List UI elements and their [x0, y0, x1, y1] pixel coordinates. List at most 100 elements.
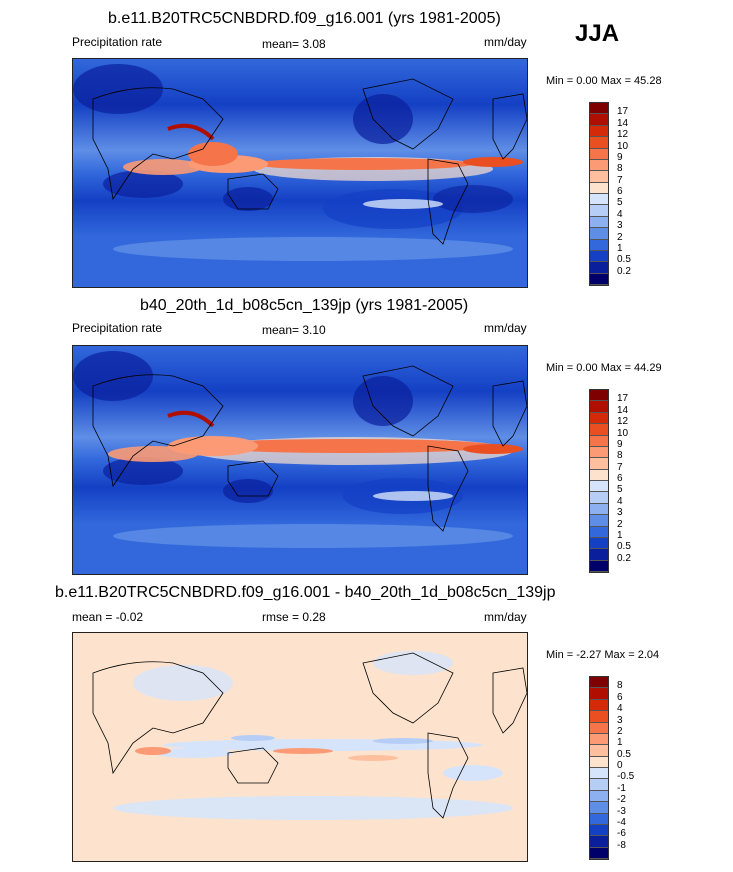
- colorbar-tick-label: -1: [617, 782, 626, 794]
- colorbar-tick-label: 9: [617, 438, 623, 450]
- colorbar-segment: [590, 745, 608, 757]
- colorbar-tick-label: 7: [617, 461, 623, 473]
- colorbar-tick-label: 0.5: [617, 748, 631, 760]
- colorbar-tick-label: 0.5: [617, 254, 631, 266]
- panel-3-rmse-label: rmse = 0.28: [262, 610, 326, 624]
- colorbar-tick-label: 1: [617, 529, 623, 541]
- panel-3-map: [72, 632, 528, 862]
- colorbar-tick-label: 2: [617, 231, 623, 243]
- panel-2-units-label: mm/day: [484, 321, 527, 335]
- colorbar-tick-label: 3: [617, 507, 623, 519]
- panel-1-mean-label: mean= 3.08: [262, 37, 326, 51]
- colorbar-segment: [590, 239, 608, 251]
- colorbar-segment: [590, 159, 608, 172]
- panel-1-units-label: mm/day: [484, 35, 527, 49]
- colorbar-segment: [590, 458, 608, 470]
- colorbar-tick-label: 12: [617, 416, 629, 428]
- colorbar-tick-label: 1: [617, 242, 623, 254]
- panel-2-minmax: Min = 0.00 Max = 44.29: [546, 362, 662, 374]
- colorbar-tick-label: 5: [617, 484, 623, 496]
- colorbar-segment: [590, 790, 608, 803]
- colorbar-tick-label: 9: [617, 151, 623, 163]
- colorbar-segment: [590, 481, 608, 493]
- colorbar-segment: [590, 503, 608, 516]
- colorbar-tick-label: -4: [617, 816, 626, 828]
- colorbar-segment: [590, 733, 608, 746]
- panel-1-colorbar: [589, 102, 609, 286]
- colorbar-segment: [590, 103, 608, 115]
- colorbar-tick-label: 2: [617, 725, 623, 737]
- colorbar-tick-label: 14: [617, 404, 629, 416]
- panel-2-map-graphic: [73, 346, 527, 574]
- colorbar-tick-label: -6: [617, 828, 626, 840]
- panel-3-mean-label: mean = -0.02: [72, 610, 144, 624]
- colorbar-tick-label: 7: [617, 174, 623, 186]
- colorbar-tick-label: 0.2: [617, 552, 631, 564]
- colorbar-segment: [590, 560, 608, 572]
- colorbar-segment: [590, 515, 608, 527]
- panel-1-title: b.e11.B20TRC5CNBDRD.f09_g16.001 (yrs 198…: [108, 10, 501, 27]
- colorbar-segment: [590, 435, 608, 447]
- colorbar-tick-label: 3: [617, 714, 623, 726]
- colorbar-tick-label: 1: [617, 737, 623, 749]
- colorbar-tick-label: -2: [617, 794, 626, 806]
- panel-1-minmax: Min = 0.00 Max = 45.28: [546, 75, 662, 87]
- panel-2-mean-label: mean= 3.10: [262, 323, 326, 337]
- panel-3-map-graphic: [73, 633, 527, 861]
- colorbar-segment: [590, 194, 608, 206]
- colorbar-tick-label: 0.2: [617, 265, 631, 277]
- colorbar-segment: [590, 424, 608, 436]
- colorbar-segment: [590, 813, 608, 825]
- colorbar-tick-label: 10: [617, 140, 629, 152]
- panel-3-units-label: mm/day: [484, 610, 527, 624]
- colorbar-tick-label: 8: [617, 163, 623, 175]
- colorbar-segment: [590, 182, 608, 194]
- colorbar-segment: [590, 205, 608, 217]
- colorbar-segment: [590, 847, 608, 859]
- colorbar-segment: [590, 228, 608, 240]
- colorbar-tick-label: 14: [617, 117, 629, 129]
- colorbar-segment: [590, 137, 608, 149]
- panel-3-minmax: Min = -2.27 Max = 2.04: [546, 649, 660, 661]
- panel-2-map: [72, 345, 528, 575]
- panel-1-map: [72, 58, 528, 288]
- colorbar-segment: [590, 412, 608, 425]
- season-label: JJA: [575, 20, 620, 47]
- colorbar-tick-label: 2: [617, 518, 623, 530]
- colorbar-tick-label: 8: [617, 450, 623, 462]
- colorbar-tick-label: 4: [617, 208, 623, 220]
- colorbar-tick-label: 6: [617, 473, 623, 484]
- colorbar-segment: [590, 469, 608, 481]
- colorbar-segment: [590, 216, 608, 229]
- colorbar-tick-label: -3: [617, 805, 626, 817]
- colorbar-tick-label: 6: [617, 186, 623, 197]
- colorbar-segment: [590, 699, 608, 712]
- colorbar-segment: [590, 549, 608, 561]
- colorbar-tick-label: 8: [617, 680, 623, 692]
- colorbar-tick-label: 4: [617, 495, 623, 507]
- colorbar-segment: [590, 114, 608, 126]
- panel-1-variable-label: Precipitation rate: [72, 35, 163, 49]
- colorbar-tick-label: 0.5: [617, 541, 631, 553]
- colorbar-segment: [590, 492, 608, 504]
- colorbar-segment: [590, 148, 608, 160]
- colorbar-tick-label: 4: [617, 703, 623, 715]
- colorbar-tick-label: -8: [617, 839, 626, 851]
- colorbar-segment: [590, 824, 608, 837]
- colorbar-tick-label: 17: [617, 106, 629, 118]
- colorbar-segment: [590, 125, 608, 138]
- colorbar-segment: [590, 836, 608, 848]
- colorbar-segment: [590, 722, 608, 734]
- colorbar-tick-label: 10: [617, 427, 629, 439]
- colorbar-segment: [590, 768, 608, 780]
- colorbar-segment: [590, 756, 608, 768]
- panel-1-map-graphic: [73, 59, 527, 287]
- colorbar-tick-label: 12: [617, 129, 629, 141]
- colorbar-segment: [590, 711, 608, 723]
- colorbar-segment: [590, 390, 608, 402]
- colorbar-tick-label: 3: [617, 220, 623, 232]
- colorbar-segment: [590, 526, 608, 538]
- colorbar-segment: [590, 446, 608, 459]
- colorbar-tick-label: 6: [617, 691, 623, 703]
- panel-2-colorbar: [589, 389, 609, 573]
